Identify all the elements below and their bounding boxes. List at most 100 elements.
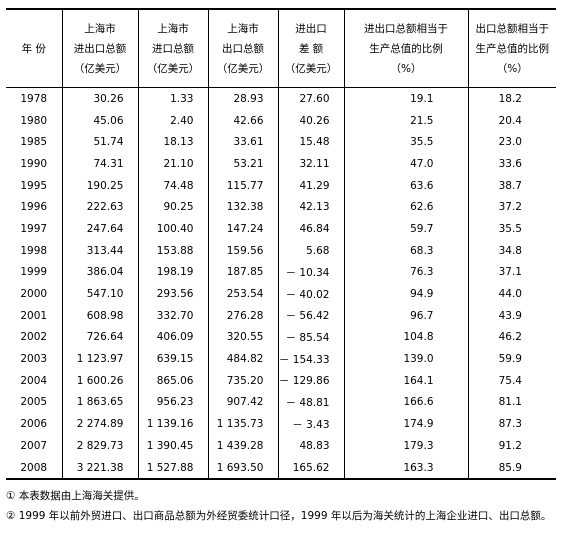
table-cell: 38.7 [467,174,556,197]
table-cell: 320.55 [207,326,278,349]
table-cell: 2008 [20,461,48,474]
table-cell: 1.33 [137,87,208,110]
table-cell: 81.1 [467,391,556,414]
table-cell: 90.25 [137,196,208,219]
table-cell: 1999 [20,266,48,279]
table-row: 2002 726.64 406.09 320.55 － 85.54 104.8 46.2 [6,326,556,349]
header-line: 进出口总额相当于 [364,22,448,35]
table-cell: 68.3 [343,239,468,262]
header-line: （亿美元） [216,62,270,75]
header-line: 上海市 [84,22,116,35]
table-cell: 59.9 [467,348,556,370]
table-cell: 907.42 [207,391,278,414]
header-line: 上海市 [227,22,259,35]
table-cell: 247.64 [61,218,138,240]
table-cell: 62.6 [343,196,468,219]
table-cell: 313.44 [61,239,138,262]
table-cell: 153.88 [137,239,208,262]
table-cell: 1998 [20,244,48,257]
table-cell: 19.1 [343,87,468,110]
table-cell: 276.28 [207,304,278,327]
table-cell: 1980 [20,114,48,127]
table-cell: 63.6 [343,174,468,197]
table-cell: 608.98 [61,304,138,327]
table-cell: 34.8 [467,239,556,262]
table-cell: 179.3 [343,435,468,457]
table-cell: 1997 [20,222,48,235]
document: 年 份 上海市 进出口总额 （亿美元） 上海市 进口总额 （亿美元） 上海市 出口总额 （亿美元）… [6,8,556,526]
table-cell: 547.10 [61,283,138,305]
table-cell: 132.38 [207,196,278,219]
table-row: 2006 2 274.89 1 139.16 1 135.73 － 3.43 174.9 8… [6,413,556,435]
header-line: （%） [496,62,528,75]
table-cell: － 3.43 [277,413,344,435]
table-cell: 865.06 [137,369,208,392]
header-line: 年 份 [21,42,46,55]
table-cell: 1 693.50 [207,456,278,480]
table-cell: 735.20 [207,369,278,392]
table-cell: 46.84 [277,218,344,240]
table-cell: 33.6 [467,153,556,175]
table-cell: 87.3 [467,413,556,435]
table-cell: 43.9 [467,304,556,327]
table-row: 1980 45.06 2.40 42.66 40.26 21.5 20.4 [6,109,556,132]
table-cell: 484.82 [207,348,278,370]
header-line: 生产总值的比例 [475,42,550,55]
table-cell: 2005 [20,396,48,409]
table-cell: 139.0 [343,348,468,370]
table-cell: 165.62 [277,456,344,480]
table-cell: － 10.34 [277,261,344,284]
table-cell: 2002 [20,331,48,344]
table-cell: 59.7 [343,218,468,240]
table-row: 2001 608.98 332.70 276.28 － 56.42 96.7 43.9 [6,304,556,327]
table-cell: 332.70 [137,304,208,327]
table-cell: － 85.54 [277,326,344,349]
table-cell: 35.5 [467,218,556,240]
header-cell: 上海市 出口总额 （亿美元） [207,9,278,88]
table-row: 1999 386.04 198.19 187.85 － 10.34 76.3 37.1 [6,261,556,284]
table-cell: － 56.42 [277,304,344,327]
data-table: 年 份 上海市 进出口总额 （亿美元） 上海市 进口总额 （亿美元） 上海市 出口总额 （亿美元）… [6,8,556,481]
table-cell: 3 221.38 [61,456,138,480]
table-cell: 2006 [20,418,48,431]
table-cell: 406.09 [137,326,208,349]
table-cell: 37.1 [467,261,556,284]
table-row: 2005 1 863.65 956.23 907.42 － 48.81 166.6 81.1 [6,391,556,414]
table-cell: 21.10 [137,153,208,175]
table-cell: 1 600.26 [61,369,138,392]
header-line: （亿美元） [73,62,127,75]
table-cell: 2003 [20,353,48,366]
header-cell: 上海市进口总额 （亿美元） [137,9,208,88]
table-row: 1995 190.25 74.48 115.77 41.29 63.6 38.7 [6,174,556,197]
table-cell: 37.2 [467,196,556,219]
table-cell: 15.48 [277,131,344,154]
table-cell: 47.0 [343,153,468,175]
table-row: 2008 3 221.38 1 527.88 1 693.50 165.62 163.3 8… [6,456,556,480]
table-cell: 94.9 [343,283,468,305]
header-line: 进出口总额 [73,42,127,55]
header-line: 上海市 [157,22,189,35]
header-row: 年 份 上海市 进出口总额 （亿美元） 上海市 进口总额 （亿美元） 上海市 出口总额 （亿美元）… [6,9,556,88]
header-line: （亿美元） [146,62,200,75]
table-cell: 1 135.73 [207,413,278,435]
header-line: （%） [390,62,422,75]
table-cell: 40.26 [277,109,344,132]
table-cell: 164.1 [343,369,468,392]
table-cell: 28.93 [207,87,278,110]
table-cell: 386.04 [61,261,138,284]
header-line: 进口总额 [152,42,194,55]
table-cell: 96.7 [343,304,468,327]
table-cell: 41.29 [277,174,344,197]
table-cell: － 40.02 [277,283,344,305]
notes: ① 本表数据由上海海关提供。 ② 1999 年以前外贸进口、出口商品总额为外经贸委… [6,486,556,526]
table-cell: － 48.81 [277,391,344,414]
table-cell: 45.06 [61,109,138,132]
table-cell: 163.3 [343,456,468,480]
table-cell: 23.0 [467,131,556,154]
table-cell: 956.23 [137,391,208,414]
header-cell: 年 份 [6,9,62,88]
table-cell: 1978 [20,92,48,105]
table-cell: 74.48 [137,174,208,197]
table-cell: 1 139.16 [137,413,208,435]
